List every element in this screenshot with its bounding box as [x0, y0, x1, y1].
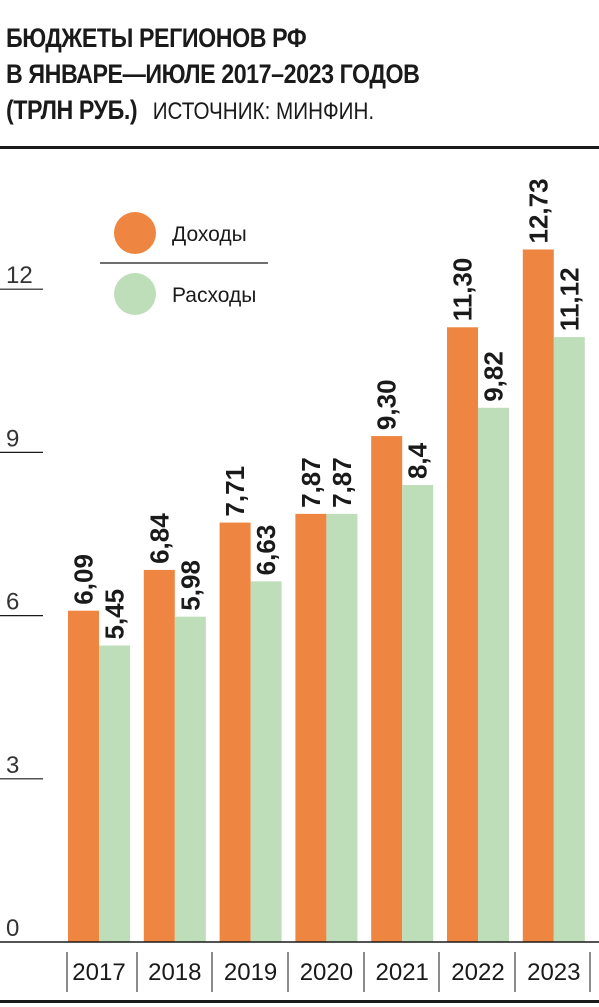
value-label-income: 9,30 — [372, 379, 402, 430]
x-tick-label: 2020 — [300, 959, 353, 986]
chart-title-line-1: БЮДЖЕТЫ РЕГИОНОВ РФ — [6, 23, 307, 53]
bottom-rule — [0, 1000, 599, 1003]
bar-income — [143, 569, 175, 942]
value-labels: 6,095,45 6,845,98 7,716,63 7,87 7,87 9,308,4 1… — [69, 178, 585, 639]
x-tick-label: 2021 — [376, 959, 429, 986]
value-label-expense: 7,87 — [327, 457, 357, 508]
bar-income — [522, 249, 554, 942]
value-label-income: 6,84 — [144, 513, 174, 564]
y-axis: 0 3 6 9 12 — [0, 262, 43, 942]
value-label-expense: 9,82 — [479, 351, 509, 402]
x-tick-label: 2018 — [148, 959, 201, 986]
y-tick-label: 9 — [6, 425, 19, 452]
y-tick-label: 3 — [6, 752, 19, 779]
value-label-income: 6,09 — [69, 554, 99, 605]
bar-income — [68, 610, 99, 942]
bar-expense — [326, 513, 358, 942]
source-note: ИСТОЧНИК: МИНФИН. — [152, 98, 375, 125]
value-label-income: 7,87 — [296, 457, 326, 508]
bar-expense — [250, 581, 282, 942]
chart-title-unit: (ТРЛН РУБ.) — [6, 95, 138, 125]
bar-income — [219, 522, 251, 942]
bar-expense — [174, 616, 206, 942]
legend-swatch-expense — [114, 273, 156, 315]
bar-income — [447, 327, 478, 942]
bar-income — [295, 513, 327, 942]
value-label-income: 12,73 — [523, 178, 553, 243]
value-label-expense: 11,12 — [554, 267, 584, 331]
bar-expense — [99, 645, 130, 942]
legend: Доходы Расходы — [100, 212, 268, 315]
value-label-expense: 5,98 — [175, 560, 205, 611]
value-label-income: 7,71 — [220, 466, 250, 517]
x-tick-label: 2019 — [224, 959, 277, 986]
legend-swatch-income — [114, 212, 156, 254]
bar-expense — [553, 337, 585, 942]
bar-income — [371, 436, 403, 942]
chart-title-line-3: (ТРЛН РУБ.) ИСТОЧНИК: МИНФИН. — [6, 92, 513, 130]
y-tick-label: 12 — [6, 262, 33, 289]
x-tick-label: 2017 — [72, 959, 125, 986]
y-tick-label: 0 — [6, 915, 19, 942]
bar-expense — [478, 407, 509, 942]
legend-label-expense: Расходы — [172, 284, 256, 307]
y-tick-label: 6 — [6, 589, 19, 616]
value-label-expense: 5,45 — [100, 589, 130, 640]
bar-expense — [402, 485, 434, 942]
x-tick-label: 2022 — [451, 959, 504, 986]
x-tick-label: 2023 — [527, 959, 580, 986]
chart-title-line-2: В ЯНВАРЕ—ИЮЛЕ 2017–2023 ГОДОВ — [6, 59, 420, 89]
x-axis: 2017 2018 2019 2020 2021 2022 2023 — [0, 941, 599, 992]
value-label-expense: 6,63 — [251, 525, 281, 576]
value-label-income: 11,30 — [448, 258, 478, 322]
bars — [68, 249, 585, 942]
top-rule — [0, 146, 599, 149]
title-block: БЮДЖЕТЫ РЕГИОНОВ РФ В ЯНВАРЕ—ИЮЛЕ 2017–2… — [6, 20, 596, 130]
legend-label-income: Доходы — [172, 223, 247, 246]
value-label-expense: 8,4 — [403, 442, 433, 479]
